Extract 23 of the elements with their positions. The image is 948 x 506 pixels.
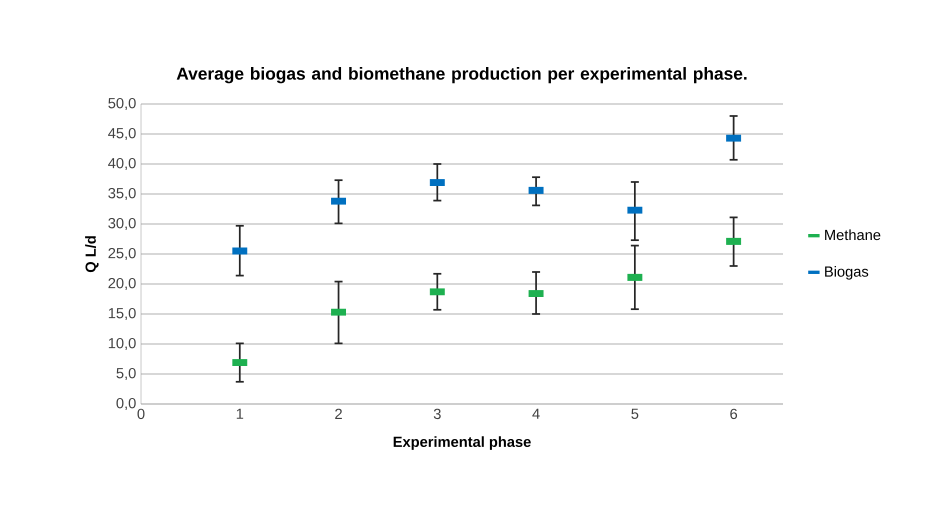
y-tick-label: 15,0 (108, 308, 136, 320)
x-tick-label: 5 (631, 408, 638, 419)
y-tick-label: 20,0 (108, 278, 136, 290)
y-tick-label: 5,0 (116, 368, 136, 380)
legend-label: Methane (825, 229, 880, 240)
legend-label: Biogas (825, 266, 868, 280)
x-tick-label: 0 (138, 408, 145, 420)
y-tick-label: 50,0 (108, 98, 136, 110)
x-tick-label: 3 (434, 408, 441, 420)
y-tick-label: 10,0 (108, 338, 136, 350)
y-tick-label: 25,0 (108, 248, 136, 260)
y-tick-label: 0,0 (116, 398, 136, 410)
x-axis-title: Experimental phase (394, 436, 531, 450)
x-tick-label: 4 (532, 408, 540, 419)
x-tick-label: 1 (236, 408, 244, 419)
y-tick-label: 40,0 (108, 158, 136, 170)
x-tick-label: 2 (335, 408, 342, 419)
x-tick-label: 6 (730, 408, 738, 420)
y-tick-label: 30,0 (108, 218, 136, 230)
y-tick-label: 35,0 (108, 188, 136, 200)
y-axis-title: Q L/d (85, 236, 99, 272)
y-tick-label: 45,0 (108, 128, 136, 140)
chart-title: Average biogas and biomethane production per experimental phase. (176, 67, 747, 84)
